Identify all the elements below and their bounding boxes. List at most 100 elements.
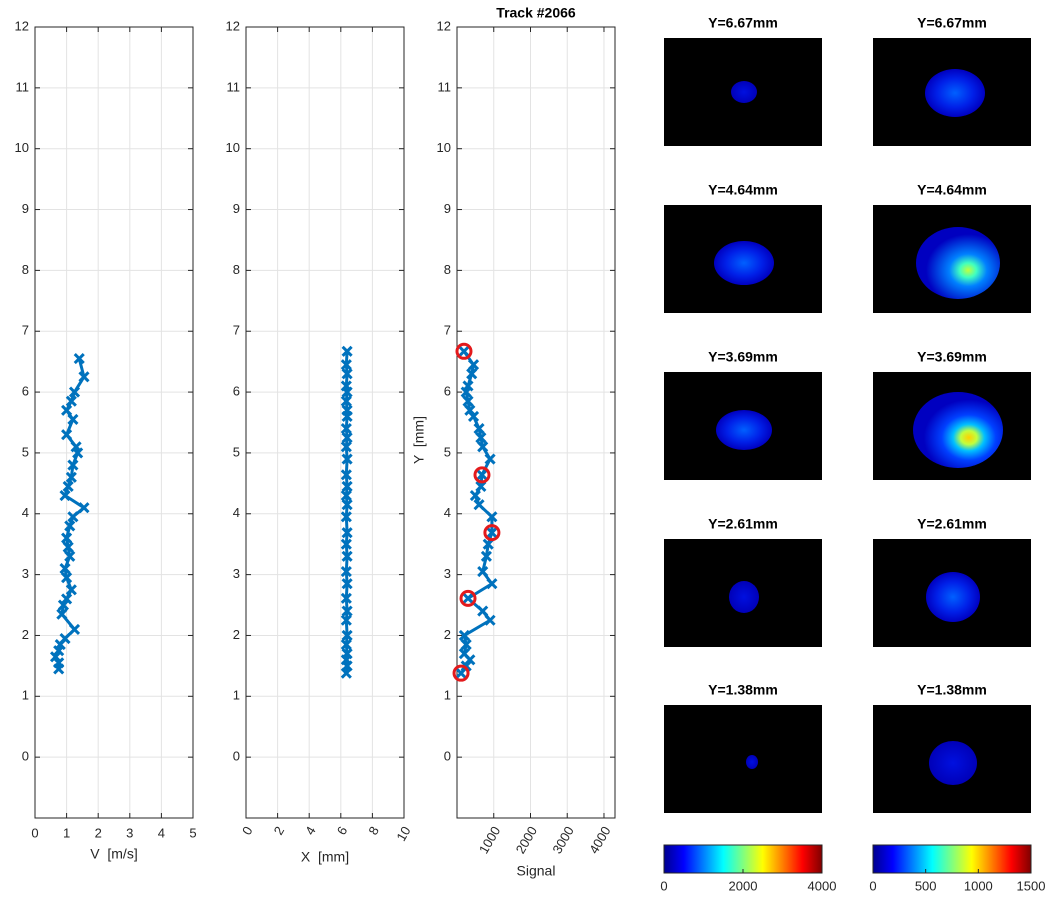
y-tick-label: 5 [22, 444, 29, 459]
data-marker [65, 584, 77, 596]
data-marker [53, 645, 65, 657]
data-marker [53, 663, 65, 675]
data-marker [67, 413, 79, 426]
data-marker [78, 502, 90, 514]
data-marker [62, 541, 74, 553]
data-marker [341, 629, 353, 642]
colorbar [663, 844, 823, 874]
axes-box [245, 26, 405, 819]
x-tick-label: 5 [189, 825, 196, 840]
y-tick-label: 12 [226, 18, 240, 33]
data-marker [473, 499, 485, 511]
data-marker [341, 386, 353, 398]
signal-blob [731, 81, 757, 103]
data-marker [462, 395, 474, 407]
image-title: Y=4.64mm [917, 182, 987, 198]
data-marker [341, 480, 353, 492]
plot-area [35, 27, 193, 818]
y-tick-label: 11 [227, 79, 241, 94]
data-marker [484, 614, 496, 626]
data-marker [341, 550, 353, 562]
data-marker [340, 538, 352, 550]
data-marker [486, 527, 498, 539]
image-title: Y=6.67mm [917, 15, 987, 31]
x-tick-label: 10 [393, 824, 413, 844]
y-tick-label: 5 [233, 444, 240, 459]
highlight-marker [452, 664, 470, 682]
y-tick-label: 6 [444, 384, 451, 399]
data-marker [477, 605, 489, 617]
data-marker [458, 345, 470, 357]
highlight-marker [455, 342, 473, 360]
data-marker [341, 410, 353, 422]
data-marker [486, 578, 498, 590]
highlight-marker [473, 466, 491, 484]
data-marker [460, 660, 472, 672]
data-marker [78, 371, 90, 383]
plot-area [246, 27, 404, 818]
data-marker [458, 629, 470, 642]
y-tick-label: 4 [233, 505, 240, 520]
data-marker [469, 489, 481, 502]
signal-blob [746, 755, 758, 769]
highlight-marker [483, 524, 501, 542]
y-tick-label: 12 [15, 18, 29, 33]
image-title: Y=1.38mm [917, 682, 987, 698]
data-marker [486, 511, 498, 523]
data-marker [340, 395, 352, 407]
data-marker [65, 471, 77, 483]
x-tick-label: 8 [365, 824, 382, 838]
data-marker [341, 578, 353, 590]
y-tick-label: 3 [233, 566, 240, 581]
data-marker [467, 359, 480, 371]
image-title: Y=6.67mm [708, 15, 778, 31]
data-marker [340, 592, 352, 604]
y-tick-label: 12 [437, 18, 451, 33]
data-marker [477, 441, 489, 453]
image-title: Y=4.64mm [708, 182, 778, 198]
data-marker [72, 447, 84, 459]
y-tick-label: 2 [233, 627, 240, 642]
data-marker [475, 432, 487, 444]
x-axis-label: V [m/s] [90, 846, 137, 862]
data-marker [68, 623, 81, 635]
data-marker [477, 566, 489, 578]
data-marker [462, 592, 474, 604]
axes-box [456, 26, 616, 819]
x-tick-label: 4 [302, 824, 319, 838]
data-marker [67, 511, 79, 523]
data-marker [65, 395, 77, 407]
y-tick-label: 6 [233, 384, 240, 399]
x-tick-label: 1000 [476, 824, 503, 857]
data-marker [67, 459, 79, 471]
x-axis-label: Signal [517, 863, 556, 879]
y-tick-label: 6 [22, 384, 29, 399]
y-tick-label: 10 [226, 140, 240, 155]
data-marker [340, 639, 352, 651]
data-marker [64, 520, 76, 532]
y-tick-label: 5 [444, 444, 451, 459]
y-tick-label: 7 [22, 323, 29, 338]
colorbar-tick-label: 0 [869, 878, 876, 893]
y-tick-label: 0 [22, 749, 29, 764]
x-tick-label: 2 [271, 824, 288, 838]
signal-blob [929, 741, 977, 785]
data-marker [64, 550, 76, 562]
image-title: Y=3.69mm [708, 349, 778, 365]
signal-blob [714, 241, 774, 285]
data-marker [340, 423, 352, 435]
data-marker [475, 480, 487, 492]
axes-box [34, 26, 194, 819]
data-marker [464, 654, 476, 666]
data-marker [480, 550, 492, 562]
signal-blob [926, 572, 980, 622]
data-marker [464, 404, 476, 416]
y-tick-label: 3 [22, 566, 29, 581]
colorbar-tick-label: 1500 [1017, 878, 1046, 893]
y-tick-label: 11 [16, 79, 30, 94]
data-marker [466, 368, 478, 380]
image-title: Y=2.61mm [708, 516, 778, 532]
data-marker [473, 423, 485, 435]
data-marker [49, 651, 62, 663]
